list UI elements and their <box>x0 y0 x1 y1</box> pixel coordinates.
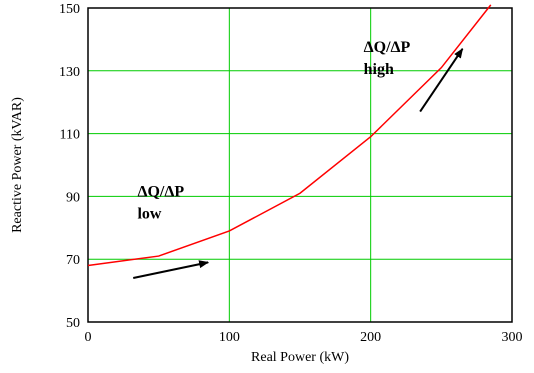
plot-frame <box>87 7 513 323</box>
x-tick-label: 100 <box>219 330 240 345</box>
series <box>87 4 492 267</box>
x-tick-label: 0 <box>85 330 92 345</box>
annotations: ΔQ/ΔP low ΔQ/ΔP high <box>133 39 464 280</box>
x-tick-labels: 0 100 200 300 <box>85 330 523 345</box>
y-tick-label: 70 <box>66 253 80 268</box>
y-tick-label: 90 <box>66 190 80 205</box>
annotation-sublabel: high <box>364 61 394 78</box>
annotation-sublabel: low <box>137 205 161 222</box>
y-tick-label: 50 <box>66 316 80 331</box>
y-axis-title: Reactive Power (kVAR) <box>10 97 25 233</box>
annotation-label: ΔQ/ΔP <box>137 183 184 200</box>
x-tick-label: 300 <box>502 330 523 345</box>
y-tick-label: 130 <box>59 65 80 80</box>
x-tick-label: 200 <box>360 330 381 345</box>
annotation-arrow <box>133 260 210 280</box>
annotation-label: ΔQ/ΔP <box>364 39 411 56</box>
y-tick-label: 110 <box>60 128 80 143</box>
x-axis-title: Real Power (kW) <box>251 350 349 365</box>
series-line <box>87 4 492 267</box>
y-tick-labels: 50 70 90 110 130 150 <box>59 2 80 331</box>
y-tick-label: 150 <box>59 2 80 17</box>
annotation-arrow <box>419 47 464 113</box>
